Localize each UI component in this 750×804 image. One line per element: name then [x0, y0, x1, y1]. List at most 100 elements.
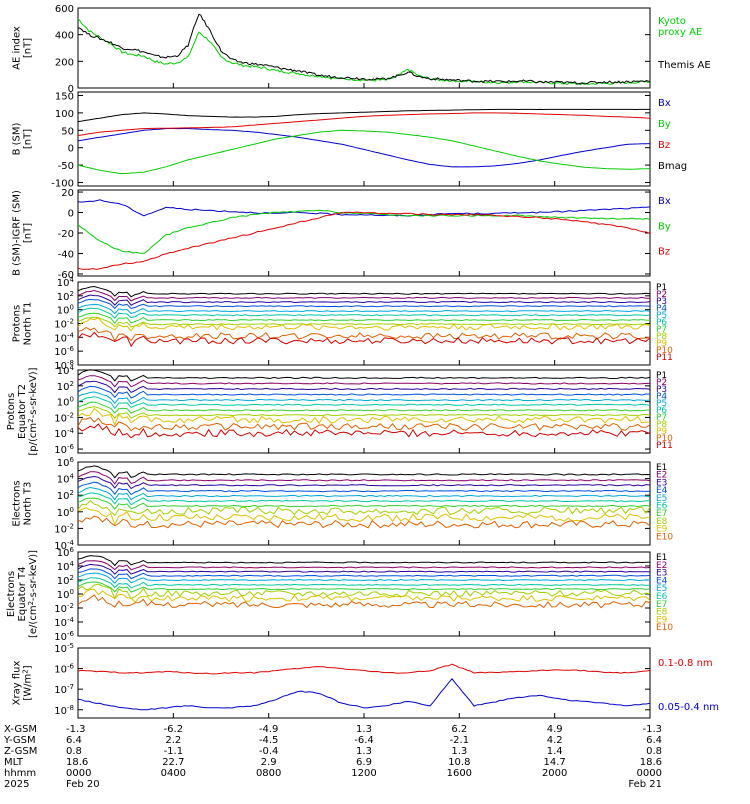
legend-e4: E4 [656, 486, 668, 496]
series-bx [77, 128, 651, 168]
panel-pe: 104 102 100 10-2 10-4 10-6 Protons Equator T2[p… [6, 364, 673, 456]
y-tick-label: 10-6 [54, 630, 74, 643]
footer-value: -1.3 [642, 724, 662, 735]
footer-value: 0.8 [646, 746, 662, 757]
y-axis-label: Equator T2 [17, 384, 28, 439]
series-p6 [77, 396, 651, 410]
series-p10 [77, 326, 651, 342]
legend-p5: P5 [656, 311, 667, 321]
footer-row-label: Z-GSM [4, 746, 37, 757]
legend-e2: E2 [656, 561, 667, 571]
series-e4 [77, 568, 651, 580]
series-p1 [77, 369, 651, 382]
legend-p2: P2 [656, 290, 667, 300]
legend-p3: P3 [656, 297, 667, 307]
y-tick-label: 10-6 [54, 443, 74, 456]
panel-frame [77, 189, 651, 277]
legend-p1: P1 [656, 283, 667, 293]
y-axis-label: North T1 [23, 302, 34, 346]
y-tick-label: 0 [68, 144, 74, 155]
footer-value: 1600 [447, 768, 472, 779]
y-tick-label: 100 [57, 396, 74, 409]
y-tick-label: 102 [57, 290, 74, 303]
y-tick-label: 10-2 [54, 522, 74, 535]
series-by [77, 209, 651, 254]
footer-value: 18.6 [640, 757, 662, 768]
footer-value: Feb 21 [628, 779, 662, 790]
footer-value: 1.4 [547, 746, 563, 757]
y-tick-label: 100 [57, 304, 74, 317]
y-axis-label: [nT] [23, 129, 34, 149]
legend-e2: E2 [656, 471, 667, 481]
series-bz [77, 112, 651, 136]
legend-p11: P11 [656, 441, 673, 451]
panel-bsm: 150 100 50 0 -50 -100 B (SM) [nT] Bx By Bz Bmag [12, 91, 688, 189]
legend-p6: P6 [656, 406, 667, 416]
y-tick-label: 10-4 [54, 427, 74, 440]
legend-p1: P1 [656, 371, 667, 381]
y-axis-label: North T3 [23, 482, 34, 526]
legend-p10: P10 [656, 346, 673, 356]
footer-value: 2000 [542, 768, 567, 779]
y-tick-label: 50 [61, 126, 74, 137]
footer-value: 14.7 [544, 757, 566, 768]
legend-e10: E10 [656, 623, 673, 633]
legend-e3: E3 [656, 478, 667, 488]
legend-e5: E5 [656, 494, 667, 504]
legend-p9: P9 [656, 427, 667, 437]
y-tick-label: 200 [55, 57, 74, 68]
y-axis-label: B (SM) [12, 122, 23, 155]
y-tick-label: 0 [68, 84, 74, 95]
y-axis-label: Protons [12, 305, 23, 342]
footer-value: 18.6 [66, 757, 88, 768]
footer-value: -0.4 [259, 746, 279, 757]
footer-value: 6.2 [451, 724, 467, 735]
y-tick-label: 10-4 [54, 331, 74, 344]
series-p9 [77, 407, 651, 427]
series-by [77, 129, 651, 175]
footer-value: -1.3 [66, 724, 86, 735]
legend-by: By [658, 119, 671, 130]
footer-value: 10.8 [448, 757, 470, 768]
y-tick-label: 10-5 [54, 642, 74, 655]
y-tick-label: -100 [51, 179, 74, 190]
legend-p4: P4 [656, 392, 667, 402]
y-tick-label: 102 [57, 489, 74, 502]
series-p2 [77, 289, 651, 302]
footer-value: 1.3 [451, 746, 467, 757]
y-tick-label: 10-6 [54, 663, 74, 676]
footer-value: 6.9 [356, 757, 372, 768]
series-kyoto-proxy-ae [77, 18, 651, 86]
series-p5 [77, 303, 651, 315]
footer-value: 6.4 [66, 735, 82, 746]
legend-e3: E3 [656, 569, 667, 579]
y-tick-label: 10-7 [54, 683, 74, 696]
legend-e9: E9 [656, 615, 668, 625]
y-tick-label: 10-4 [54, 539, 74, 552]
footer-value: 2.9 [261, 757, 277, 768]
footer-value: -6.4 [354, 735, 374, 746]
legend-e7: E7 [656, 600, 667, 610]
series-e8 [77, 583, 651, 600]
footer-value: Feb 20 [66, 779, 100, 790]
y-tick-label: 10-2 [54, 411, 74, 424]
series-e10 [77, 515, 651, 529]
series-p8 [77, 316, 651, 328]
series-e3 [77, 475, 651, 490]
footer-value: 22.7 [162, 757, 184, 768]
legend-p3: P3 [656, 385, 667, 395]
y-axis-label: [nT] [23, 38, 34, 58]
panel-bsub: 20 0 -20 -40 -60 B (SM)-IGRF (SM) [nT] Bx By Bz [12, 188, 671, 281]
legend-e10: E10 [656, 532, 673, 542]
panel-frame [77, 7, 651, 89]
footer-value: -6.2 [164, 724, 184, 735]
series-p2 [77, 375, 651, 388]
legend-p6: P6 [656, 318, 667, 328]
footer-value: 0000 [66, 768, 91, 779]
series-p5 [77, 391, 651, 405]
legend-0-1-0-8-nm: 0.1-0.8 nm [658, 658, 713, 669]
footer-row-label: Y-GSM [3, 735, 36, 746]
